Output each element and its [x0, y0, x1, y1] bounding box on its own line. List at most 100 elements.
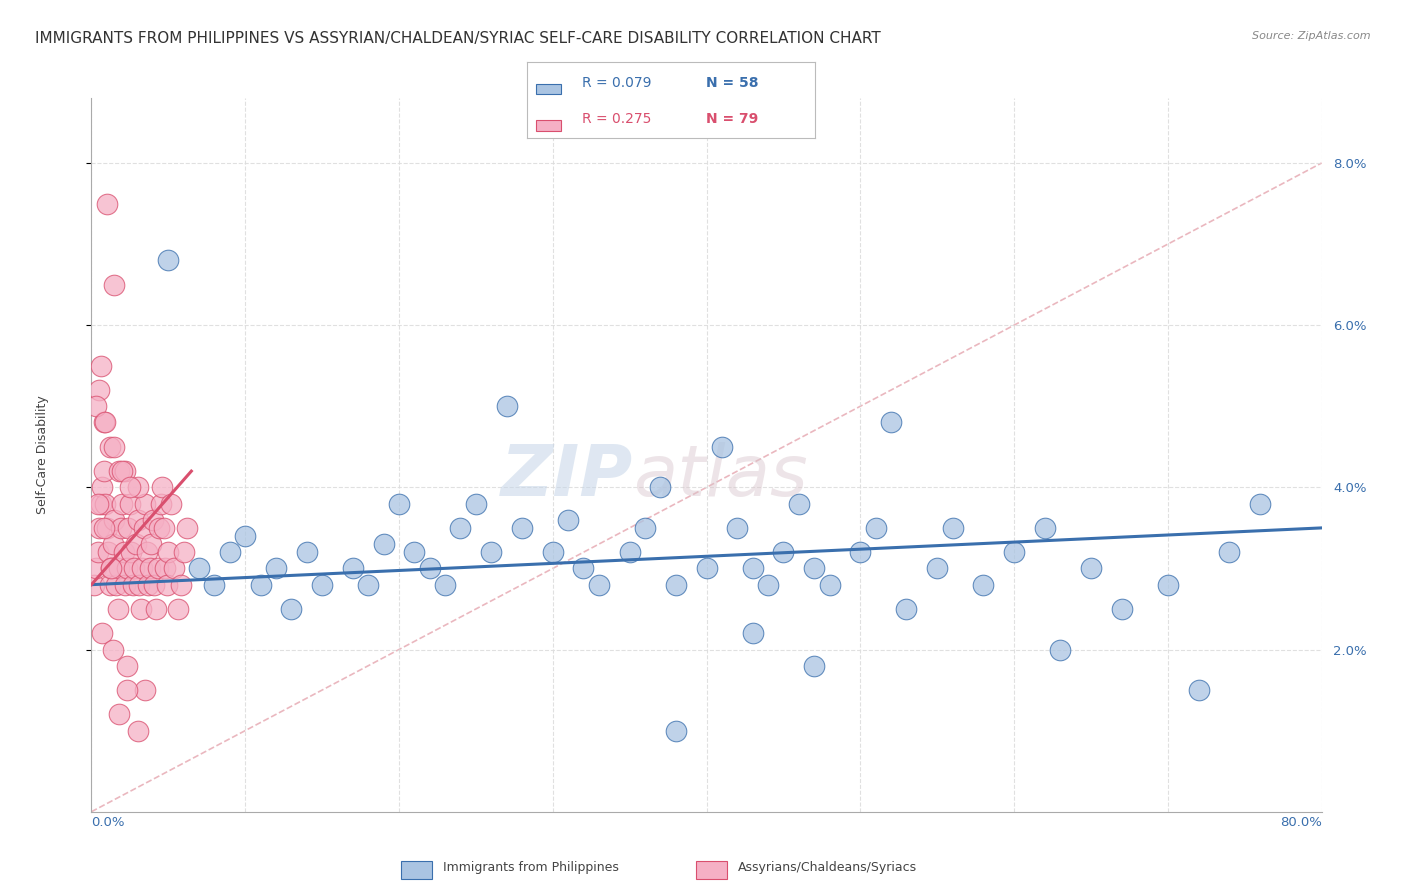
Point	[169, 577, 191, 591]
Point	[90, 359, 112, 373]
Point	[479, 545, 502, 559]
Point	[96, 521, 118, 535]
Point	[588, 577, 610, 591]
Point	[1249, 497, 1271, 511]
Point	[152, 521, 174, 535]
Point	[148, 521, 170, 535]
Point	[115, 658, 138, 673]
Point	[91, 626, 114, 640]
Point	[696, 561, 718, 575]
Point	[105, 577, 127, 591]
Point	[87, 521, 110, 535]
Point	[741, 561, 763, 575]
Point	[756, 577, 779, 591]
Point	[115, 561, 138, 575]
Text: N = 79: N = 79	[706, 112, 758, 126]
Point	[710, 440, 733, 454]
Point	[139, 561, 162, 575]
Point	[202, 577, 225, 591]
Point	[111, 464, 134, 478]
Point	[619, 545, 641, 559]
Point	[108, 707, 131, 722]
Point	[818, 577, 841, 591]
Point	[114, 577, 136, 591]
Point	[865, 521, 887, 535]
Point	[342, 561, 364, 575]
Point	[404, 545, 426, 559]
Point	[86, 545, 108, 559]
Point	[1111, 602, 1133, 616]
Point	[153, 561, 177, 575]
Point	[131, 561, 153, 575]
Point	[1049, 642, 1071, 657]
Text: 80.0%: 80.0%	[1279, 816, 1322, 829]
Point	[160, 497, 183, 511]
Point	[100, 561, 122, 575]
Text: N = 58: N = 58	[706, 77, 758, 90]
Point	[86, 497, 108, 511]
Point	[150, 480, 173, 494]
Point	[1002, 545, 1025, 559]
Point	[434, 577, 457, 591]
Point	[87, 383, 110, 397]
Point	[100, 561, 122, 575]
Point	[101, 642, 124, 657]
Point	[84, 399, 107, 413]
Point	[96, 196, 118, 211]
Point	[357, 577, 380, 591]
Point	[634, 521, 657, 535]
Point	[117, 521, 139, 535]
Point	[115, 683, 138, 698]
Point	[135, 545, 157, 559]
Point	[157, 253, 180, 268]
Point	[90, 497, 112, 511]
Bar	[536, 84, 561, 95]
Point	[373, 537, 395, 551]
Point	[449, 521, 471, 535]
Point	[111, 497, 134, 511]
Point	[896, 602, 918, 616]
Text: Assyrians/Chaldeans/Syriacs: Assyrians/Chaldeans/Syriacs	[738, 861, 917, 873]
Point	[98, 440, 121, 454]
Point	[149, 497, 172, 511]
Point	[114, 464, 136, 478]
Point	[249, 577, 271, 591]
Point	[163, 561, 186, 575]
Point	[94, 497, 117, 511]
Point	[108, 561, 131, 575]
Point	[94, 416, 117, 430]
Point	[107, 602, 129, 616]
Text: ZIP: ZIP	[501, 442, 633, 511]
Point	[91, 480, 114, 494]
Point	[83, 577, 105, 591]
Point	[572, 561, 595, 575]
Point	[803, 561, 825, 575]
Point	[118, 480, 141, 494]
Point	[141, 537, 163, 551]
Point	[665, 723, 688, 738]
Text: Self-Care Disability: Self-Care Disability	[35, 395, 49, 515]
Point	[1218, 545, 1240, 559]
Point	[173, 545, 195, 559]
Point	[787, 497, 810, 511]
Point	[1187, 683, 1209, 698]
Point	[942, 521, 965, 535]
Point	[110, 521, 132, 535]
Text: atlas: atlas	[633, 442, 807, 511]
Point	[103, 277, 125, 292]
Point	[156, 577, 179, 591]
Point	[93, 416, 115, 430]
Point	[541, 545, 564, 559]
Point	[98, 577, 121, 591]
Point	[803, 658, 825, 673]
Point	[136, 577, 159, 591]
Point	[927, 561, 949, 575]
Point	[101, 537, 124, 551]
Point	[972, 577, 994, 591]
Point	[295, 545, 318, 559]
Point	[166, 602, 188, 616]
Point	[557, 513, 579, 527]
Point	[510, 521, 533, 535]
Point	[233, 529, 256, 543]
Point	[112, 545, 135, 559]
